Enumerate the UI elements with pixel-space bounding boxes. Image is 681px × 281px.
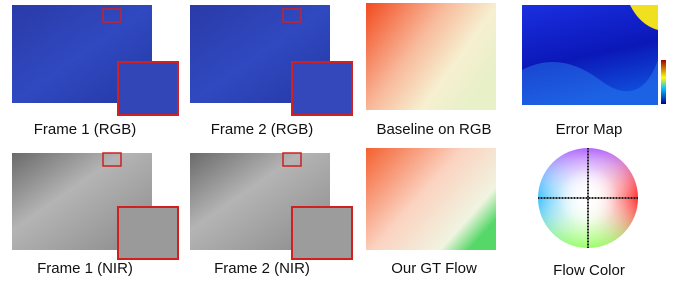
caption: Frame 1 (NIR) (37, 260, 133, 277)
error-map (522, 5, 666, 105)
flow-color-wheel (538, 148, 638, 248)
caption: Baseline on RGB (376, 121, 491, 138)
caption: Frame 2 (NIR) (214, 260, 310, 277)
figure: Frame 1 (RGB) Frame 2 (RGB) Baseline on … (0, 0, 681, 281)
frame1-rgb (12, 5, 178, 115)
frame1-nir (12, 153, 178, 259)
gt-flow (366, 148, 496, 250)
caption: Flow Color (553, 262, 625, 279)
caption: Frame 2 (RGB) (211, 121, 314, 138)
caption: Our GT Flow (391, 260, 477, 277)
caption: Frame 1 (RGB) (34, 121, 137, 138)
caption: Error Map (556, 121, 623, 138)
baseline-flow (366, 3, 496, 110)
frame2-nir (190, 153, 352, 259)
frame2-rgb (190, 5, 352, 115)
